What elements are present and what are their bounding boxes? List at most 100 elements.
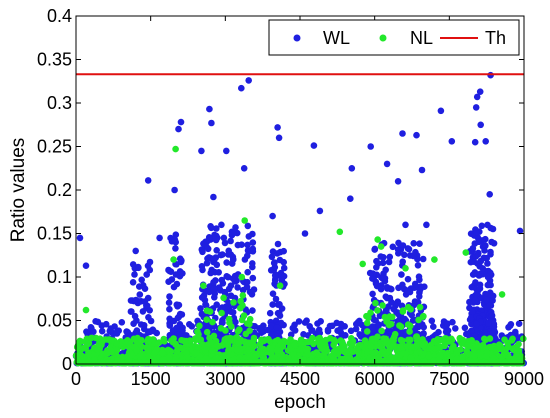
wl-point (240, 165, 248, 172)
nl-point (245, 346, 252, 354)
nl-point (203, 328, 211, 336)
wl-point (483, 296, 491, 304)
wl-point (369, 290, 376, 298)
nl-point (80, 344, 88, 352)
nl-point (200, 282, 207, 290)
wl-point (221, 288, 228, 296)
nl-point (195, 344, 202, 351)
nl-point (453, 347, 461, 354)
wl-point (452, 325, 459, 332)
y-axis-label: Ratio values (8, 138, 29, 243)
wl-point (476, 281, 484, 289)
nl-point (459, 353, 466, 360)
wl-point (204, 255, 211, 262)
wl-point (442, 328, 450, 336)
wl-point (382, 266, 390, 274)
nl-point (235, 339, 243, 347)
wl-point (166, 322, 174, 329)
nl-point (448, 335, 455, 343)
wl-point (173, 324, 180, 332)
nl-point (239, 292, 247, 299)
y-tick-label: 0.25 (37, 137, 72, 157)
nl-point (238, 273, 246, 281)
nl-point (355, 349, 363, 357)
nl-point (278, 357, 286, 364)
wl-point (477, 121, 485, 129)
nl-point (168, 337, 175, 344)
nl-point (399, 307, 407, 314)
nl-point (73, 358, 81, 366)
nl-point (138, 337, 145, 344)
wl-point (210, 193, 217, 201)
wl-point (484, 281, 492, 289)
wl-point (385, 303, 392, 310)
y-tick-label: 0.1 (47, 267, 72, 287)
nl-point (133, 347, 140, 354)
wl-point (483, 254, 491, 262)
wl-point (317, 318, 325, 325)
nl-point (416, 348, 424, 356)
wl-point (410, 240, 418, 247)
nl-point (367, 343, 375, 350)
nl-point (77, 338, 85, 345)
nl-point (113, 347, 120, 354)
nl-point (498, 291, 506, 298)
nl-point (400, 350, 408, 357)
nl-point (113, 340, 121, 348)
nl-point (193, 349, 200, 356)
nl-point (419, 342, 427, 349)
wl-point (247, 247, 255, 254)
wl-point (229, 230, 237, 237)
points-layer (72, 71, 527, 367)
wl-point (475, 249, 482, 257)
wl-point (213, 301, 220, 309)
wl-point (473, 93, 481, 101)
wl-point (244, 222, 252, 230)
wl-point (369, 275, 376, 282)
wl-point (249, 239, 257, 246)
wl-point (478, 222, 486, 230)
nl-point (437, 351, 444, 359)
nl-point (233, 333, 240, 341)
nl-point (332, 346, 339, 354)
nl-point (501, 359, 508, 367)
wl-point (213, 247, 220, 254)
wl-point (211, 294, 218, 301)
nl-point (453, 355, 461, 362)
nl-point (145, 347, 152, 355)
wl-point (172, 245, 179, 252)
nl-point (203, 344, 210, 352)
wl-point (473, 320, 480, 328)
wl-point (484, 291, 492, 299)
nl-point (297, 340, 305, 348)
nl-point (353, 356, 360, 363)
wl-point (202, 302, 210, 309)
wl-point (398, 271, 405, 278)
wl-point (399, 281, 406, 289)
wl-point (76, 234, 84, 242)
wl-point (337, 320, 345, 328)
nl-point (481, 335, 488, 343)
nl-point (218, 355, 226, 362)
nl-point (468, 337, 476, 344)
nl-point (520, 335, 527, 343)
wl-point (132, 296, 140, 304)
wl-point (205, 288, 213, 296)
nl-point (349, 348, 357, 356)
nl-point (189, 359, 196, 367)
nl-point (374, 307, 381, 314)
nl-point (338, 340, 346, 347)
nl-point (430, 359, 437, 367)
nl-point (386, 347, 393, 355)
nl-point (505, 343, 512, 351)
nl-point (363, 312, 370, 320)
wl-point (271, 272, 279, 279)
nl-point (510, 359, 518, 367)
nl-point (309, 334, 316, 342)
wl-point (94, 318, 102, 326)
nl-point (431, 256, 438, 263)
wl-point (244, 241, 251, 249)
x-tick-label: 4500 (280, 369, 320, 389)
nl-point (237, 297, 244, 305)
